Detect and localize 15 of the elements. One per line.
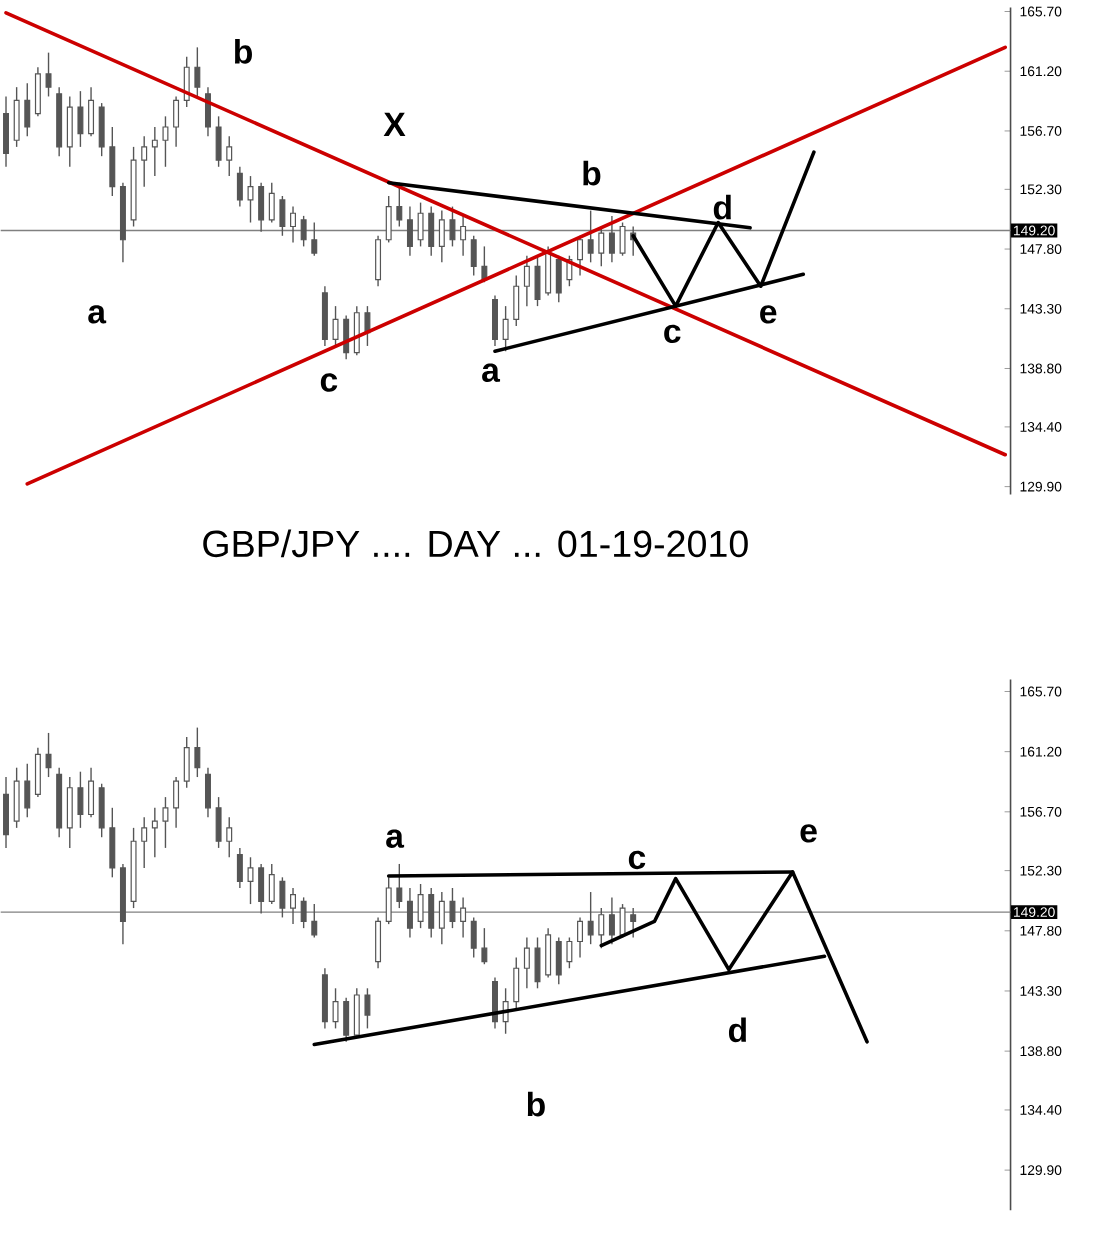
annotation: e (760, 305, 777, 324)
annotation: a (482, 363, 501, 383)
annotation: X (383, 112, 406, 137)
annotation: c (320, 373, 338, 392)
annotation: c (664, 324, 681, 344)
annotation: c (628, 850, 646, 870)
annotation: b (583, 160, 601, 186)
annotation: b (527, 1091, 545, 1117)
chart-title: GBP/JPY .... DAY ... 01-19-2010 (203, 529, 748, 558)
annotation: b (234, 39, 252, 64)
annotation: a (88, 305, 107, 324)
annotation: a (386, 829, 405, 848)
annotation: e (800, 824, 817, 843)
annotation: d (713, 194, 731, 220)
annotation: d (728, 1017, 746, 1043)
